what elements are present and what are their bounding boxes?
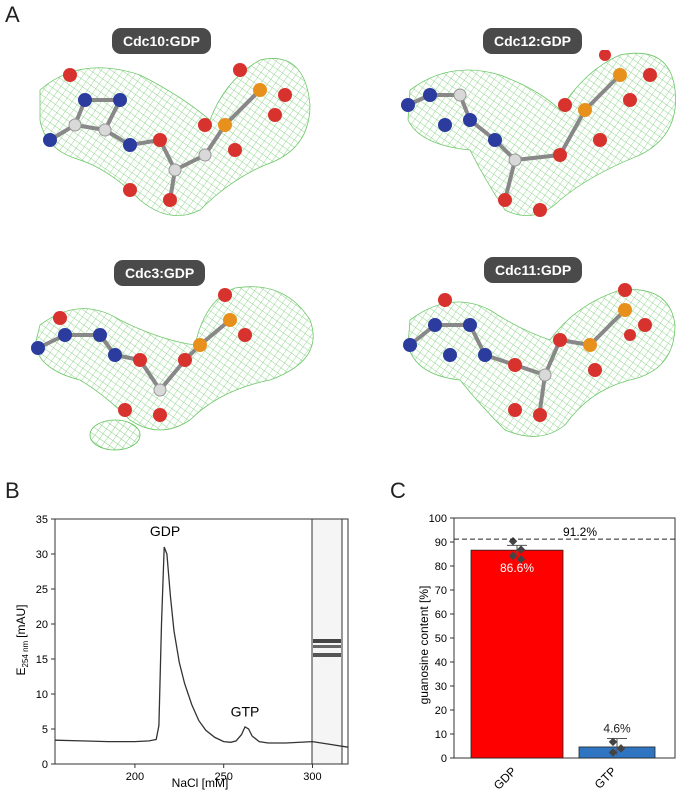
x-axis-label: NaCl [mM] xyxy=(172,776,229,790)
reference-line-label: 91.2% xyxy=(563,525,597,539)
x-tick-label: 200 xyxy=(126,771,144,783)
molecule-label-cdc11: Cdc11:GDP xyxy=(484,257,583,283)
molecule-label-cdc3: Cdc3:GDP xyxy=(114,260,206,286)
y-tick-label: 50 xyxy=(435,633,447,645)
elution-trace xyxy=(54,546,349,748)
gel-band xyxy=(313,645,341,648)
category-label: GDP xyxy=(491,764,519,792)
density-mesh xyxy=(39,58,311,216)
peak-label: GDP xyxy=(150,523,180,539)
peak-label: GTP xyxy=(231,703,260,719)
guanosine-bar-chart: 0 10 20 30 40 50 60 70 80 90 100 86.6% GDP 4.6% GTP 91… xyxy=(417,513,676,792)
molecule-cdc10 xyxy=(39,58,311,216)
y-tick-label: 20 xyxy=(435,705,447,717)
y-tick-label: 30 xyxy=(36,549,48,561)
chromatogram-chart: 0 5 10 15 20 25 30 35 200 250 300 GDP GTP NaCl [mM]… xyxy=(14,514,349,790)
y-axis-label: E254 nm[mAU] xyxy=(14,604,30,675)
panel-letter-c: C xyxy=(390,478,406,503)
y-tick-label: 40 xyxy=(435,657,447,669)
y-tick-label: 0 xyxy=(42,759,48,771)
y-tick-label: 5 xyxy=(42,724,48,736)
y-tick-label: 80 xyxy=(435,561,447,573)
density-mesh xyxy=(34,286,314,431)
panel-letter-a: A xyxy=(5,2,20,27)
category-label: GTP xyxy=(592,764,619,791)
value-label: 86.6% xyxy=(500,561,534,575)
y-tick-label: 0 xyxy=(441,753,447,765)
panel-letter-b: B xyxy=(5,478,20,503)
y-tick-label: 70 xyxy=(435,585,447,597)
molecule-label-cdc12: Cdc12:GDP xyxy=(483,28,583,54)
data-point xyxy=(616,744,626,753)
y-tick-label: 10 xyxy=(36,689,48,701)
y-tick-label: 90 xyxy=(435,537,447,549)
data-point xyxy=(508,537,518,546)
density-mesh xyxy=(407,52,676,216)
molecule-cdc3 xyxy=(31,286,314,451)
plot-frame xyxy=(54,518,349,765)
y-tick-label: 100 xyxy=(429,513,447,525)
value-label: 4.6% xyxy=(603,722,631,736)
x-tick-label: 250 xyxy=(215,771,233,783)
molecule-cdc12 xyxy=(401,50,676,217)
density-blob xyxy=(89,419,141,451)
molecule-label-cdc10: Cdc10:GDP xyxy=(112,28,212,54)
y-tick-label: 10 xyxy=(435,729,447,741)
y-tick-label: 20 xyxy=(36,619,48,631)
y-axis-label: guanosine content [%] xyxy=(417,586,431,705)
y-tick-label: 35 xyxy=(36,514,48,526)
y-tick-label: 25 xyxy=(36,584,48,596)
y-tick-label: 60 xyxy=(435,609,447,621)
gel-band xyxy=(313,639,341,643)
y-tick-label: 15 xyxy=(36,654,48,666)
y-tick-label: 30 xyxy=(435,681,447,693)
gel-band xyxy=(313,653,341,657)
molecule-cdc11 xyxy=(403,283,676,437)
bar-gdp xyxy=(470,549,564,759)
x-tick-label: 300 xyxy=(303,771,321,783)
